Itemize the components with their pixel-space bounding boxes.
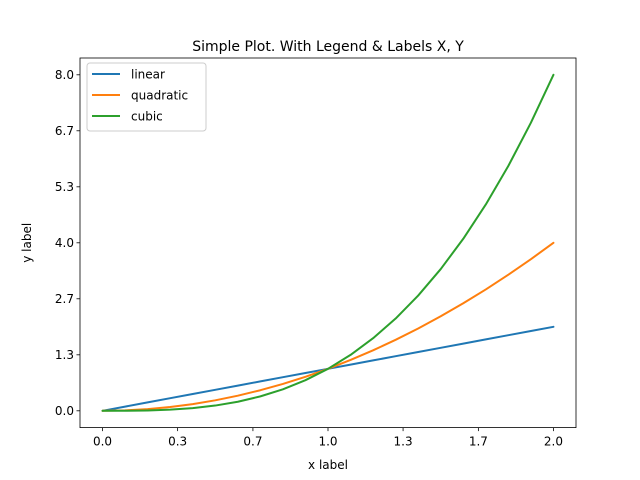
y-tick-label: 8.0 [55,68,74,82]
y-axis: 0.0 1.3 2.7 4.0 5.3 6.7 8.0 [55,68,80,418]
x-axis-label: x label [308,458,348,472]
x-tick-label: 0.7 [243,435,262,449]
x-tick-label: 1.0 [318,435,337,449]
legend-label-linear: linear [131,67,165,81]
x-tick-label: 1.3 [394,435,413,449]
y-tick-label: 5.3 [55,180,74,194]
x-tick-label: 0.3 [168,435,187,449]
y-tick-label: 2.7 [55,292,74,306]
x-tick-label: 1.7 [469,435,488,449]
y-axis-label: y label [20,223,34,263]
y-tick-label: 1.3 [55,348,74,362]
legend-label-quadratic: quadratic [131,88,188,102]
x-axis: 0.0 0.3 0.7 1.0 1.3 1.7 2.0 [93,427,563,449]
series-line-cubic [101,73,555,412]
legend-label-cubic: cubic [131,109,163,123]
x-tick-label: 2.0 [544,435,563,449]
x-tick-label: 0.0 [93,435,112,449]
y-tick-label: 4.0 [55,236,74,250]
series-layer [101,73,555,412]
y-tick-label: 0.0 [55,404,74,418]
legend-box [86,62,207,132]
y-tick-label: 6.7 [55,124,74,138]
legend: linear quadratic cubic [86,62,207,132]
chart-title: Simple Plot. With Legend & Labels X, Y [192,39,464,55]
